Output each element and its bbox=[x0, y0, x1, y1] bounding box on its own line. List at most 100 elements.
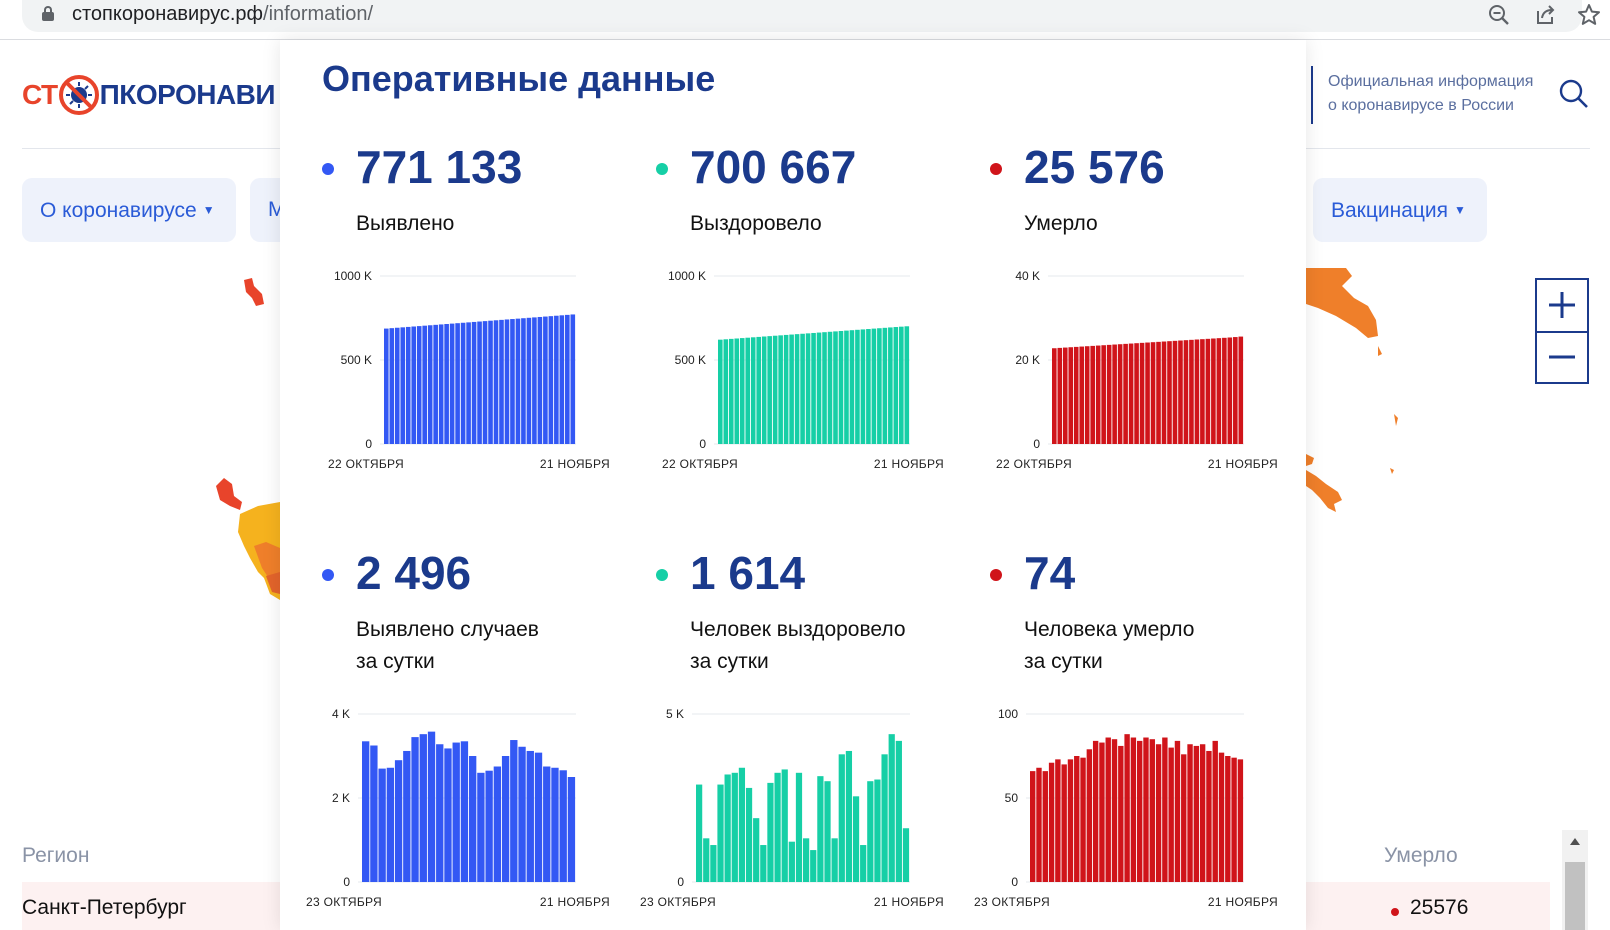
bar[interactable] bbox=[438, 324, 444, 444]
bar[interactable] bbox=[469, 756, 477, 882]
bar[interactable] bbox=[1212, 740, 1218, 882]
bar[interactable] bbox=[1030, 771, 1036, 882]
bar[interactable] bbox=[1062, 347, 1068, 444]
bar[interactable] bbox=[1099, 742, 1105, 882]
nav-about-coronavirus[interactable]: О коронавирусе ▼ bbox=[22, 178, 236, 242]
bar[interactable] bbox=[1042, 771, 1048, 882]
bar[interactable] bbox=[838, 754, 845, 882]
bar[interactable] bbox=[788, 841, 795, 882]
bar[interactable] bbox=[419, 734, 427, 882]
bar[interactable] bbox=[844, 330, 849, 444]
bar[interactable] bbox=[1145, 342, 1150, 444]
bar[interactable] bbox=[745, 337, 751, 444]
bar[interactable] bbox=[1181, 754, 1187, 882]
bar[interactable] bbox=[559, 315, 565, 444]
bar[interactable] bbox=[1149, 739, 1155, 882]
bar[interactable] bbox=[794, 334, 800, 444]
bar[interactable] bbox=[515, 318, 521, 444]
bar[interactable] bbox=[565, 314, 570, 444]
bar[interactable] bbox=[1134, 343, 1139, 444]
bar[interactable] bbox=[831, 838, 838, 882]
bar[interactable] bbox=[723, 339, 729, 444]
search-icon[interactable] bbox=[1558, 78, 1590, 110]
bar[interactable] bbox=[750, 337, 756, 444]
bar[interactable] bbox=[811, 332, 816, 444]
bar[interactable] bbox=[543, 316, 548, 444]
bar[interactable] bbox=[493, 766, 502, 883]
map-region-fragment[interactable] bbox=[1306, 268, 1400, 518]
bar[interactable] bbox=[433, 324, 438, 444]
bar[interactable] bbox=[400, 327, 406, 444]
bar[interactable] bbox=[800, 333, 805, 444]
bar[interactable] bbox=[767, 336, 772, 444]
bar[interactable] bbox=[778, 335, 783, 444]
bar[interactable] bbox=[488, 320, 493, 444]
scroll-thumb[interactable] bbox=[1565, 862, 1585, 930]
bar[interactable] bbox=[789, 334, 794, 444]
bar[interactable] bbox=[436, 744, 444, 882]
bar[interactable] bbox=[559, 770, 567, 882]
bar[interactable] bbox=[521, 318, 526, 444]
bar[interactable] bbox=[833, 331, 838, 444]
bar[interactable] bbox=[1055, 759, 1061, 882]
bar[interactable] bbox=[1092, 740, 1099, 882]
bar[interactable] bbox=[362, 741, 370, 882]
bar[interactable] bbox=[452, 742, 460, 882]
bar[interactable] bbox=[1086, 749, 1093, 882]
table-scrollbar[interactable] bbox=[1562, 830, 1588, 930]
share-icon[interactable] bbox=[1532, 2, 1558, 28]
bar[interactable] bbox=[767, 782, 774, 882]
bar[interactable] bbox=[822, 332, 827, 444]
map-region-fragment[interactable] bbox=[240, 276, 270, 310]
bar[interactable] bbox=[477, 772, 485, 882]
map-region-fragment[interactable] bbox=[210, 476, 284, 600]
bar[interactable] bbox=[427, 325, 433, 444]
bar[interactable] bbox=[1150, 342, 1156, 444]
bar[interactable] bbox=[386, 767, 395, 882]
bar[interactable] bbox=[1036, 767, 1042, 882]
bar[interactable] bbox=[849, 330, 855, 444]
bar[interactable] bbox=[534, 752, 543, 882]
bar[interactable] bbox=[460, 322, 466, 444]
zoom-magnifier-icon[interactable] bbox=[1486, 2, 1512, 28]
bar[interactable] bbox=[1052, 348, 1057, 444]
bar[interactable] bbox=[805, 333, 811, 444]
bar[interactable] bbox=[904, 326, 910, 444]
bar[interactable] bbox=[795, 772, 803, 882]
bar[interactable] bbox=[554, 315, 559, 444]
bar[interactable] bbox=[444, 748, 452, 882]
bar[interactable] bbox=[893, 327, 899, 444]
bar[interactable] bbox=[774, 772, 781, 882]
bar[interactable] bbox=[518, 746, 526, 882]
bar[interactable] bbox=[845, 750, 853, 882]
bar[interactable] bbox=[1183, 340, 1189, 444]
bar[interactable] bbox=[460, 741, 469, 882]
bar[interactable] bbox=[860, 329, 866, 444]
bar[interactable] bbox=[1237, 759, 1244, 882]
bar[interactable] bbox=[760, 845, 767, 882]
bar[interactable] bbox=[416, 326, 422, 444]
bar[interactable] bbox=[874, 779, 881, 882]
bar[interactable] bbox=[852, 796, 860, 882]
bar[interactable] bbox=[871, 328, 877, 444]
bar[interactable] bbox=[838, 330, 844, 444]
bar[interactable] bbox=[734, 338, 740, 445]
bar[interactable] bbox=[1106, 344, 1112, 444]
bar[interactable] bbox=[1123, 343, 1128, 444]
bar[interactable] bbox=[1124, 734, 1130, 882]
bar[interactable] bbox=[389, 328, 395, 444]
bar[interactable] bbox=[378, 768, 386, 882]
bar[interactable] bbox=[1101, 345, 1106, 444]
bar[interactable] bbox=[1139, 342, 1145, 444]
bar[interactable] bbox=[466, 322, 471, 444]
bar[interactable] bbox=[728, 338, 734, 444]
zoom-in-button[interactable] bbox=[1537, 280, 1587, 330]
bar[interactable] bbox=[1161, 341, 1167, 444]
bar[interactable] bbox=[1199, 744, 1206, 882]
bar[interactable] bbox=[1187, 744, 1193, 882]
bar[interactable] bbox=[1174, 740, 1181, 882]
bar[interactable] bbox=[1105, 737, 1111, 882]
bar[interactable] bbox=[394, 327, 400, 444]
bar[interactable] bbox=[526, 317, 532, 444]
bar[interactable] bbox=[1168, 747, 1174, 882]
